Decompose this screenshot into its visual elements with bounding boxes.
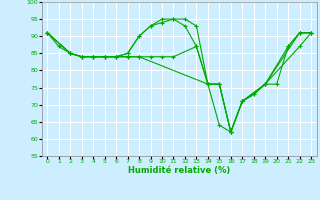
X-axis label: Humidité relative (%): Humidité relative (%) bbox=[128, 166, 230, 175]
